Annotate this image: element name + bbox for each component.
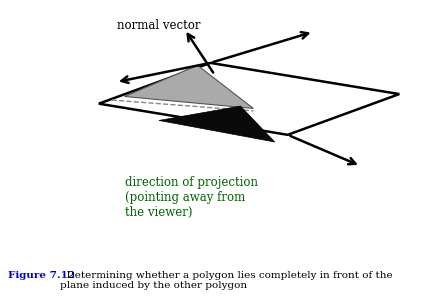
- Text: normal vector: normal vector: [117, 19, 201, 32]
- Polygon shape: [124, 65, 253, 108]
- Polygon shape: [159, 106, 275, 142]
- Text: direction of projection
(pointing away from
the viewer): direction of projection (pointing away f…: [124, 176, 258, 218]
- Text: Determining whether a polygon lies completely in front of the
plane induced by t: Determining whether a polygon lies compl…: [60, 271, 393, 290]
- Text: Figure 7.12: Figure 7.12: [8, 271, 75, 280]
